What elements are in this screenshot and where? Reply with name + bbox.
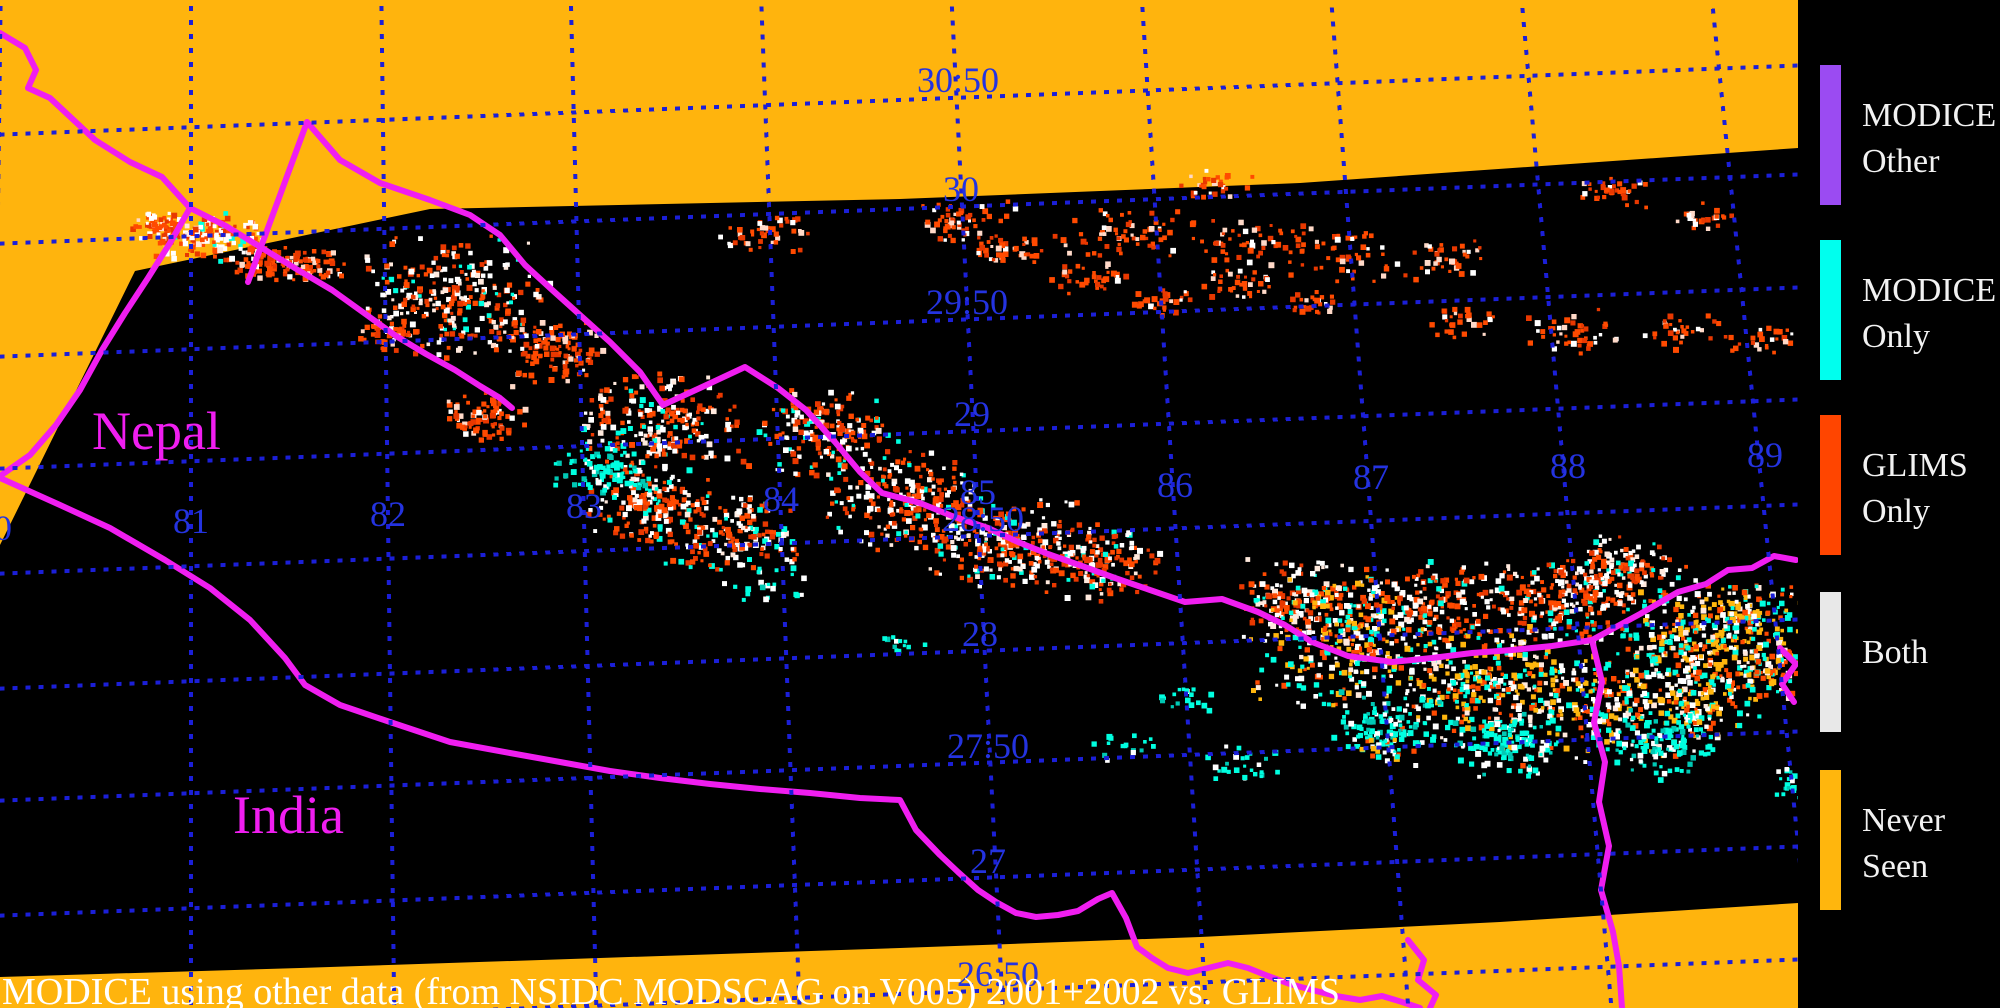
legend-swatch-glims-only: [1820, 415, 1841, 555]
legend-label-line: Seen: [1862, 848, 1929, 885]
legend-swatch-never-seen: [1820, 770, 1841, 910]
legend-swatch-modice-only: [1820, 240, 1841, 380]
country-label-nepal: Nepal: [92, 401, 221, 461]
legend-panel: MODICE Other MODICE Only GLIMS Only Both Never S…: [1798, 0, 2000, 1008]
map-layers: [0, 0, 1798, 1008]
map-canvas: 30:503029:502928:502827:502726:508081828…: [0, 0, 1798, 1008]
legend-label-never-seen: Never Seen: [1862, 798, 1945, 890]
legend-label-line: Other: [1862, 143, 1940, 180]
snow-data-layer: [130, 168, 1798, 800]
legend-label-both: Both: [1862, 630, 1928, 676]
map-caption: MODICE using other data (from NSIDC MODS…: [2, 971, 1341, 1008]
legend-swatch-both: [1820, 592, 1841, 732]
legend-label-modice-only: MODICE Only: [1862, 268, 1996, 360]
legend-label-line: Both: [1862, 634, 1929, 671]
legend-swatch-modice-other: [1820, 65, 1841, 205]
legend-label-modice-other: MODICE Other: [1862, 93, 1996, 185]
legend-label-line: Only: [1862, 318, 1930, 355]
legend-label-line: MODICE: [1862, 272, 1997, 309]
legend-label-line: MODICE: [1862, 97, 1997, 134]
legend-label-glims-only: GLIMS Only: [1862, 443, 1968, 535]
border-line-5: [0, 475, 1423, 1008]
country-label-india: India: [233, 785, 344, 845]
legend-label-line: GLIMS: [1862, 447, 1968, 484]
legend-label-line: Never: [1862, 802, 1946, 839]
legend-label-line: Only: [1862, 493, 1930, 530]
